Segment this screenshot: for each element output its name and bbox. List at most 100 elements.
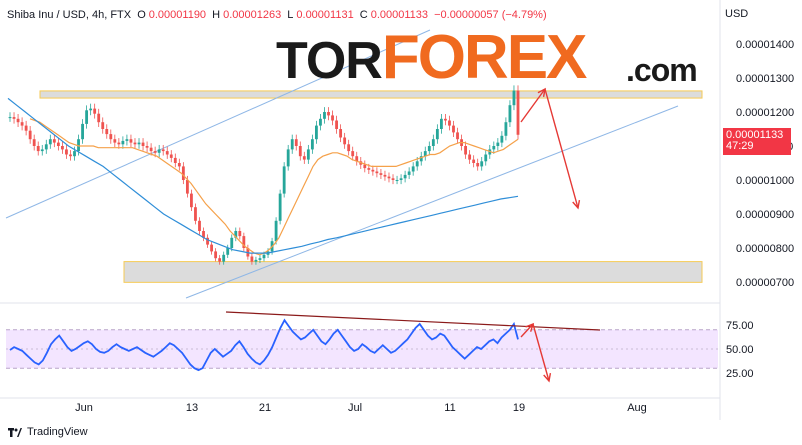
candle-body <box>153 151 157 153</box>
candle-body <box>250 256 254 262</box>
time-axis-tick-label: Jul <box>348 402 362 414</box>
candle-body <box>12 117 16 119</box>
candle-body <box>399 178 403 180</box>
candle-body <box>145 146 149 148</box>
candle-body <box>190 193 193 208</box>
candle-body <box>423 151 427 157</box>
candle-body <box>165 151 169 155</box>
price-axis-tick-label: 0.00001300 <box>736 73 794 85</box>
candle-body <box>61 146 64 150</box>
candle-body <box>173 157 177 163</box>
candle-body <box>294 139 298 146</box>
candle-body <box>435 129 439 140</box>
candle-body <box>129 139 133 143</box>
time-axis-tick-label: 13 <box>186 402 198 414</box>
candle-body <box>492 146 496 150</box>
logo-forex: FOREX <box>381 23 588 92</box>
candle-body <box>137 142 141 145</box>
candle-body <box>97 113 101 123</box>
close-label: C <box>359 9 368 21</box>
rsi-trendline <box>225 311 601 331</box>
currency-label: USD <box>725 8 749 20</box>
candle-body <box>468 154 472 160</box>
time-axis-tick-label: 19 <box>513 402 525 414</box>
candle-body <box>230 237 234 248</box>
candle-body <box>274 220 278 242</box>
forecast-arrow-down-head <box>572 200 581 210</box>
candle-body <box>286 149 290 167</box>
candle-body <box>315 125 318 140</box>
candle-body <box>44 144 48 150</box>
candle-body <box>16 118 20 123</box>
candle-body <box>254 259 258 262</box>
time-axis-tick-label: 11 <box>444 402 455 414</box>
symbol-header: Shiba Inu / USD, 4h, FTX O 0.00001190 H 0.… <box>7 9 550 21</box>
candle-body <box>133 142 137 145</box>
candle-body <box>20 122 24 126</box>
time-axis-tick-label: Aug <box>627 402 647 414</box>
candle-body <box>85 110 89 124</box>
candle-body <box>306 149 310 160</box>
candle-body <box>476 163 480 167</box>
candle-body <box>464 146 467 155</box>
candle-body <box>28 130 32 140</box>
candle-body <box>339 129 343 138</box>
candle-body <box>101 122 105 129</box>
candle-body <box>391 178 395 180</box>
candle-body <box>8 117 12 119</box>
candle-body <box>65 149 68 155</box>
channel-lower-line <box>185 105 679 299</box>
candle-body <box>149 147 153 152</box>
time-axis-tick-label: Jun <box>75 402 93 414</box>
time-axis-tick-label: 21 <box>259 402 271 414</box>
candle-body <box>387 176 391 179</box>
candle-body <box>496 142 500 146</box>
candle-body <box>439 118 443 129</box>
candle-body <box>48 139 52 145</box>
candle-body <box>206 237 209 245</box>
candle-body <box>472 159 476 163</box>
candle-body <box>161 149 165 152</box>
candle-body <box>419 156 423 162</box>
price-axis-tick-label: 0.00000900 <box>736 209 794 221</box>
candle-body <box>181 166 185 180</box>
price-axis-tick-label: 0.00001400 <box>736 39 794 51</box>
candle-body <box>427 146 431 152</box>
candle-body <box>214 251 218 259</box>
rsi-axis-tick-label: 75.00 <box>726 320 754 332</box>
candle-body <box>500 135 504 143</box>
candle-body <box>105 129 109 135</box>
candle-body <box>234 231 238 238</box>
candle-body <box>508 105 512 123</box>
forecast-arrow-down-shaft <box>544 88 579 209</box>
candle-body <box>157 149 161 153</box>
candle-body <box>73 151 76 157</box>
candle-body <box>32 139 36 146</box>
candle-body <box>452 125 455 133</box>
candle-body <box>456 132 459 140</box>
tradingview-footer[interactable]: TradingView <box>8 426 88 438</box>
candle-body <box>222 254 226 262</box>
candle-body <box>512 90 516 106</box>
candle-body <box>415 161 419 167</box>
candle-body <box>379 173 383 175</box>
candle-body <box>218 258 222 262</box>
candle-body <box>343 137 347 145</box>
price-axis-tick-label: 0.00001000 <box>736 175 794 187</box>
candle-body <box>69 154 72 157</box>
rsi-axis-tick-label: 50.00 <box>726 344 754 356</box>
candle-body <box>310 139 314 150</box>
candle-body <box>347 144 351 152</box>
candle-body <box>77 139 80 152</box>
candle-body <box>238 231 242 237</box>
candle-body <box>335 120 338 129</box>
price-axis-tick-label: 0.00000800 <box>736 243 794 255</box>
candle-body <box>113 139 117 143</box>
candle-body <box>323 112 326 119</box>
candle-body <box>169 154 173 158</box>
open-value: 0.00001190 <box>148 9 207 21</box>
close-value: 0.00001133 <box>370 9 429 21</box>
channel-upper-line <box>5 29 431 219</box>
last-price-value: 0.00001133 <box>726 129 784 141</box>
